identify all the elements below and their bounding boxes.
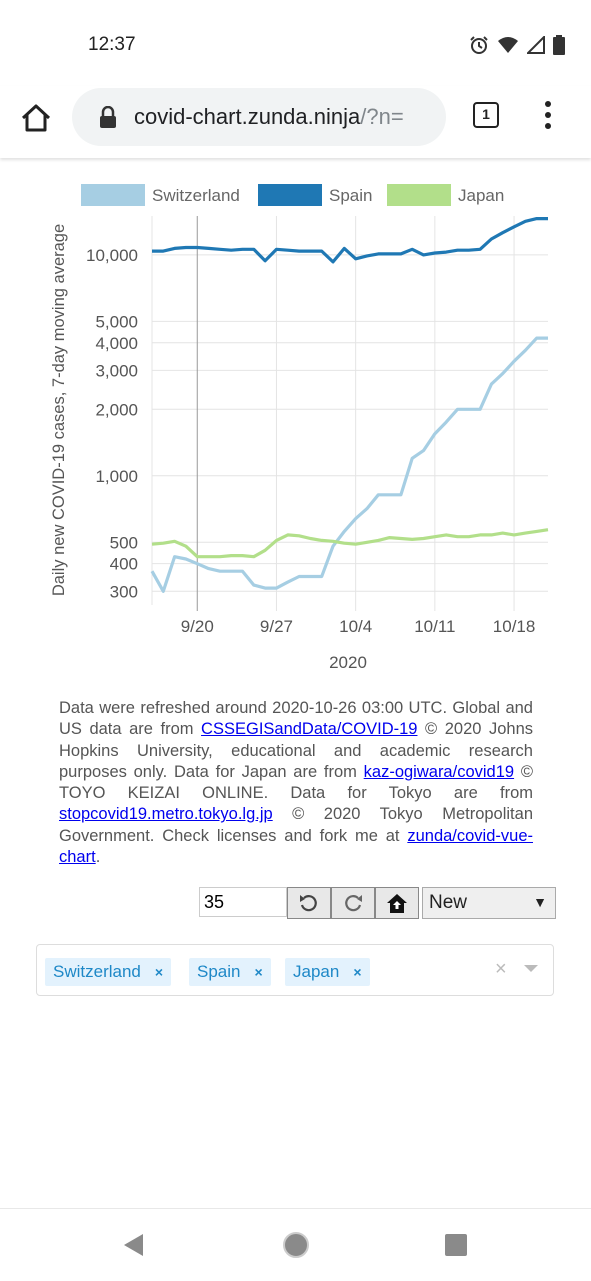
link-csse[interactable]: CSSEGISandData/COVID-19 bbox=[201, 720, 418, 739]
y-tick-label: 10,000 bbox=[86, 246, 138, 265]
remove-tag-icon[interactable]: × bbox=[254, 964, 263, 980]
legend-label-japan: Japan bbox=[458, 186, 504, 205]
chevron-down-icon[interactable] bbox=[524, 965, 538, 972]
y-tick-label: 300 bbox=[110, 582, 138, 601]
status-time: 12:37 bbox=[88, 34, 136, 55]
redo-button[interactable] bbox=[331, 887, 375, 919]
alarm-icon bbox=[470, 36, 488, 54]
overflow-menu-button[interactable] bbox=[540, 100, 556, 130]
url-path: /?n= bbox=[360, 104, 404, 129]
back-icon[interactable] bbox=[121, 1233, 145, 1257]
home-icon bbox=[21, 104, 51, 132]
more-vert-icon bbox=[545, 101, 551, 129]
address-bar[interactable]: covid-chart.zunda.ninja/?n= bbox=[72, 88, 446, 146]
android-nav-bar bbox=[0, 1208, 591, 1281]
country-tag-label: Switzerland bbox=[53, 962, 141, 981]
series-line-spain bbox=[152, 217, 548, 264]
x-tick-label: 9/27 bbox=[260, 617, 293, 636]
y-tick-label: 4,000 bbox=[95, 334, 138, 353]
x-tick-label: 10/18 bbox=[493, 617, 536, 636]
y-tick-label: 1,000 bbox=[95, 467, 138, 486]
link-repo[interactable]: zunda/covid-vue-chart bbox=[59, 826, 533, 867]
days-input[interactable] bbox=[199, 887, 287, 917]
mode-select-value: New bbox=[429, 892, 468, 913]
lock-icon bbox=[100, 106, 116, 128]
chart-area: 300 400 500 1,000 2,000 3,000 4,000 5,000 10,000… bbox=[0, 160, 591, 680]
clear-all-icon[interactable]: × bbox=[495, 958, 507, 980]
undo-button[interactable] bbox=[287, 887, 331, 919]
note-text-5: . bbox=[95, 848, 101, 867]
battery-icon bbox=[553, 35, 565, 55]
browser-toolbar: covid-chart.zunda.ninja/?n= 1 bbox=[0, 86, 591, 158]
mode-select[interactable]: New ▼ bbox=[422, 887, 556, 919]
x-tick-label: 10/4 bbox=[339, 617, 372, 636]
wifi-icon bbox=[498, 37, 518, 53]
note-text-2: © 2020 Johns Hopkins University, educati… bbox=[59, 720, 533, 781]
country-multiselect[interactable]: Switzerland × Spain × Japan × × bbox=[36, 944, 554, 996]
legend-label-switzerland: Switzerland bbox=[152, 186, 240, 205]
cell-signal-icon bbox=[527, 36, 545, 54]
country-tag-spain: Spain × bbox=[189, 958, 271, 986]
series-line-japan bbox=[151, 528, 549, 559]
home-reset-icon bbox=[387, 894, 407, 913]
url-domain: covid-chart.zunda.ninja bbox=[134, 104, 361, 129]
recents-square-icon[interactable] bbox=[444, 1233, 468, 1257]
x-tick-label: 10/11 bbox=[414, 617, 455, 636]
y-tick-label: 400 bbox=[110, 555, 138, 574]
country-tag-japan: Japan × bbox=[285, 958, 370, 986]
link-kaz-ogiwara[interactable]: kaz-ogiwara/covid19 bbox=[363, 762, 515, 781]
status-icons bbox=[469, 34, 565, 56]
home-circle-icon[interactable] bbox=[282, 1231, 310, 1259]
y-tick-label: 500 bbox=[110, 533, 138, 552]
status-bar: 12:37 bbox=[0, 0, 591, 86]
url-text: covid-chart.zunda.ninja/?n= bbox=[134, 104, 404, 130]
x-tick-label: 9/20 bbox=[181, 617, 214, 636]
y-tick-label: 5,000 bbox=[95, 312, 138, 331]
tab-switcher-button[interactable]: 1 bbox=[473, 102, 499, 128]
legend-label-spain: Spain bbox=[329, 186, 372, 205]
note-text-3: © TOYO KEIZAI ONLINE. Data for Tokyo are… bbox=[59, 762, 533, 803]
country-tag-switzerland: Switzerland × bbox=[45, 958, 172, 986]
y-tick-label: 2,000 bbox=[95, 400, 138, 419]
remove-tag-icon[interactable]: × bbox=[353, 964, 362, 980]
undo-icon bbox=[300, 895, 317, 912]
covid-line-chart: 300 400 500 1,000 2,000 3,000 4,000 5,000 10,000… bbox=[50, 184, 549, 672]
reset-home-button[interactable] bbox=[375, 887, 419, 919]
redo-icon bbox=[345, 895, 362, 912]
country-tag-label: Spain bbox=[197, 962, 241, 981]
series-line-switzerland bbox=[150, 336, 548, 593]
legend-swatch-switzerland bbox=[81, 184, 145, 206]
remove-tag-icon[interactable]: × bbox=[154, 964, 164, 980]
country-tag-label: Japan bbox=[293, 962, 340, 981]
data-attribution: Data were refreshed around 2020-10-26 03… bbox=[59, 698, 533, 868]
y-tick-label: 3,000 bbox=[95, 361, 138, 380]
note-text-1: Data were refreshed around 2020-10-26 03… bbox=[59, 699, 533, 739]
dropdown-arrow-icon: ▼ bbox=[533, 894, 547, 910]
x-axis-label: 2020 bbox=[329, 653, 367, 672]
link-stopcovid19[interactable]: stopcovid19.metro.tokyo.lg.jp bbox=[59, 805, 273, 824]
y-axis-label: Daily new COVID-19 cases, 7-day moving a… bbox=[50, 224, 68, 596]
note-text-4: © 2020 Tokyo Metropolitan Government. Ch… bbox=[59, 805, 533, 845]
legend-swatch-japan bbox=[387, 184, 451, 206]
home-button[interactable] bbox=[16, 98, 56, 138]
legend-swatch-spain bbox=[258, 184, 322, 206]
